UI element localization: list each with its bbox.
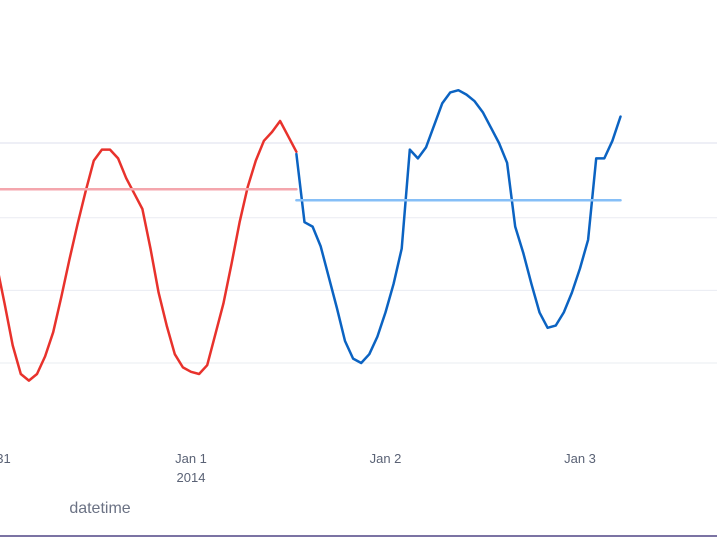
x-tick-sublabel: 2014 [177, 470, 206, 485]
x-tick-label: Jan 2 [370, 451, 402, 466]
series-line-1 [0, 119, 298, 382]
grid-lines [0, 142, 717, 364]
series-lines [0, 88, 622, 382]
x-tick-label: Jan 3 [564, 451, 596, 466]
x-axis-ticks: 31 Jan 1 2014 Jan 2 Jan 3 [0, 451, 596, 485]
x-tick-label: 31 [0, 451, 11, 466]
x-axis-title: datetime [69, 500, 130, 517]
bottom-border [0, 535, 717, 537]
x-tick-label: Jan 1 [175, 451, 207, 466]
series-line-3 [295, 88, 622, 365]
